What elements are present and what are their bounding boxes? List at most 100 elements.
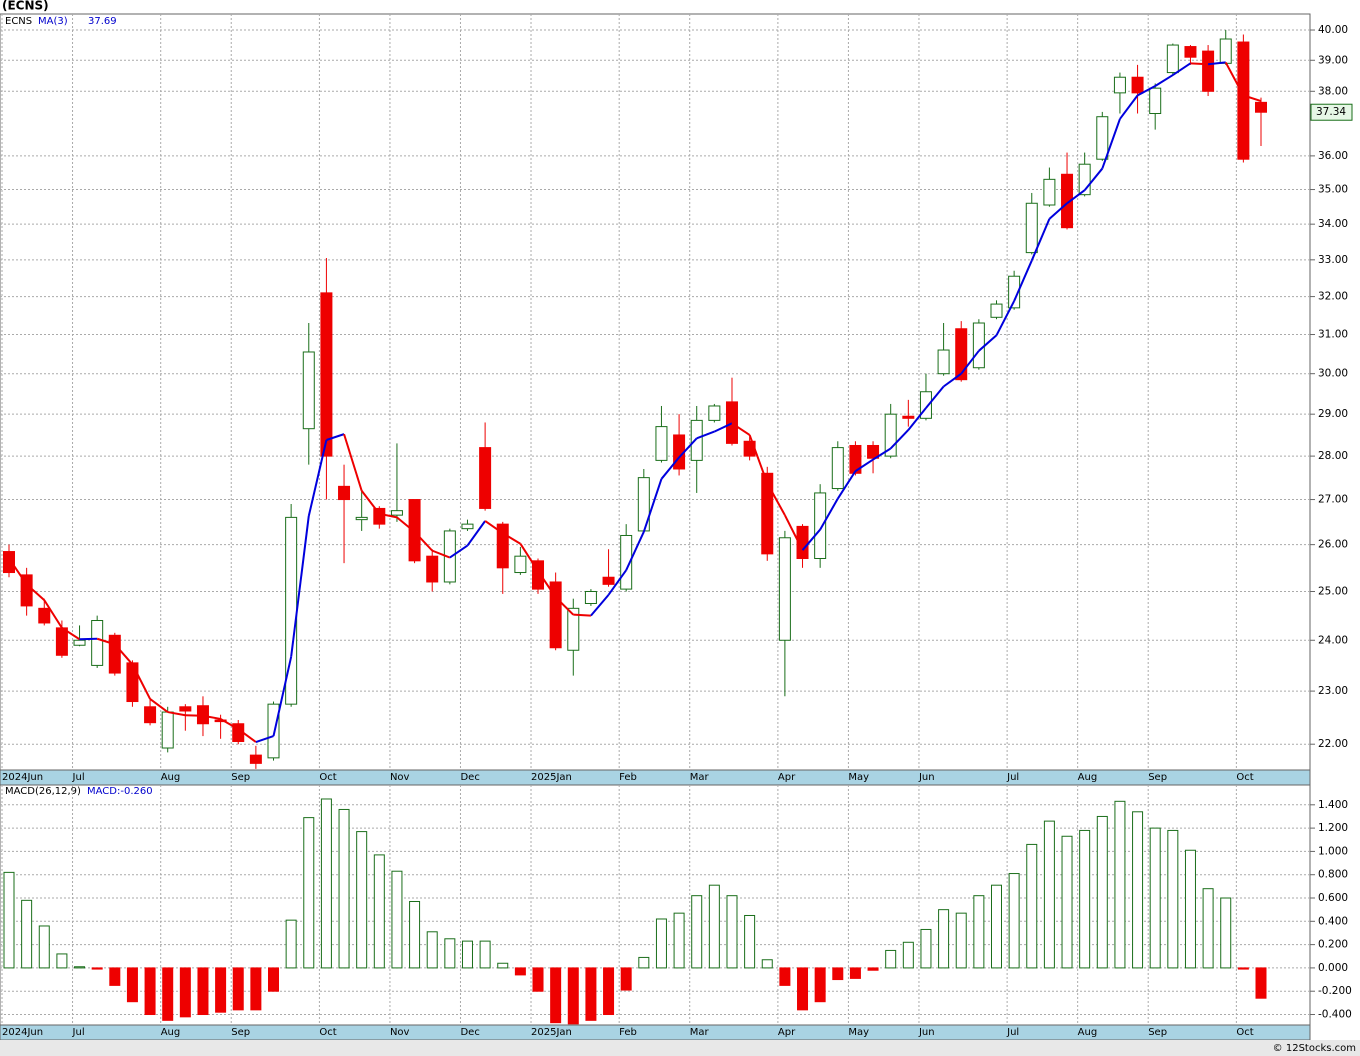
- macd-bar: [955, 912, 967, 969]
- macd-bar: [567, 967, 579, 1025]
- y-tick-label: 34.00: [1318, 218, 1348, 230]
- macd-bar: [1008, 873, 1020, 969]
- ma-line: [1048, 202, 1068, 220]
- candle-body: [1184, 46, 1197, 58]
- x-tick-label: May: [848, 772, 869, 783]
- x-tick-label: Oct: [1236, 772, 1253, 783]
- ma-line: [995, 300, 1016, 336]
- ma-line: [925, 385, 945, 409]
- ma-line: [766, 482, 786, 516]
- macd-bar: [1096, 815, 1108, 969]
- x-tick-label: Dec: [460, 772, 479, 783]
- candle-body: [814, 492, 827, 560]
- x-tick-label: Jun: [918, 772, 935, 783]
- macd-bar: [91, 967, 103, 970]
- ma-line: [502, 532, 521, 545]
- candle-body: [884, 413, 897, 457]
- price-tag: [1310, 103, 1353, 121]
- ma-line: [326, 433, 345, 441]
- ma-line: [1013, 260, 1033, 302]
- y-tick-label: 24.00: [1318, 634, 1348, 646]
- macd-bar: [1061, 835, 1073, 969]
- macd-bar: [1167, 829, 1179, 969]
- ma-line: [1101, 118, 1121, 169]
- x-tick-label: 2024Jun: [2, 1027, 43, 1038]
- macd-bar: [1132, 811, 1144, 969]
- candle-body: [302, 351, 315, 430]
- ma-line: [783, 514, 804, 551]
- ma-line: [290, 515, 310, 657]
- ma-line: [484, 520, 504, 535]
- ma-line: [1030, 218, 1051, 261]
- candle-body: [3, 551, 15, 574]
- candle-body: [179, 706, 192, 712]
- candle-body: [919, 391, 932, 419]
- ma-line: [678, 437, 698, 459]
- symbol-label: ECNS: [5, 16, 32, 27]
- candle-body: [532, 560, 545, 590]
- macd-bar: [1220, 897, 1232, 969]
- ma-line: [642, 478, 663, 533]
- ma-line: [307, 439, 328, 517]
- candle-body: [655, 426, 668, 461]
- macd-bar: [779, 967, 791, 986]
- candle-body: [355, 516, 368, 521]
- ma-line: [149, 698, 169, 713]
- ma-line: [272, 656, 293, 737]
- candle-body: [1202, 50, 1215, 92]
- ma-line: [960, 350, 980, 375]
- macd-bar: [1255, 967, 1267, 999]
- x-tick-label: May: [848, 1027, 869, 1038]
- macd-bar: [920, 928, 932, 969]
- ma-line: [943, 372, 962, 388]
- macd-bar: [179, 967, 191, 1018]
- ma-line: [607, 569, 627, 596]
- x-axis-band: [0, 1024, 1311, 1041]
- macd-bar: [38, 925, 50, 969]
- candle-body: [584, 590, 597, 604]
- candle-body: [1061, 173, 1074, 229]
- macd-bar: [990, 884, 1002, 969]
- macd-bar: [1026, 843, 1038, 969]
- candle-body: [108, 634, 121, 674]
- macd-bar: [655, 918, 667, 969]
- candle-body: [1078, 163, 1091, 196]
- x-tick-label: Sep: [1148, 772, 1167, 783]
- macd-bar: [391, 870, 403, 969]
- ma-line: [978, 334, 998, 352]
- ma-line: [519, 543, 539, 572]
- candle-body: [902, 415, 915, 419]
- ma-line: [1066, 189, 1086, 205]
- candle-body: [144, 706, 157, 724]
- candle-body: [373, 507, 386, 525]
- ma-line: [43, 599, 63, 629]
- x-tick-label: 2024Jun: [2, 772, 43, 783]
- ma-line: [854, 458, 874, 472]
- candle-body: [479, 447, 492, 509]
- macd-bar: [1079, 829, 1091, 969]
- x-tick-label: Sep: [1148, 1027, 1167, 1038]
- ma-line: [1119, 94, 1139, 120]
- candle-body: [567, 607, 580, 651]
- macd-bar: [532, 967, 544, 992]
- macd-bar: [285, 919, 297, 969]
- ma-line: [343, 433, 363, 492]
- x-tick-label: Jun: [918, 1027, 935, 1038]
- macd-bar: [797, 967, 809, 1011]
- macd-bar: [885, 949, 897, 969]
- y-tick-label: 40.00: [1318, 24, 1348, 36]
- candle-body: [1131, 76, 1144, 94]
- ma-line: [1172, 62, 1192, 76]
- x-tick-label: Oct: [319, 1027, 336, 1038]
- ma-line: [431, 549, 451, 559]
- macd-bar: [620, 967, 632, 991]
- macd-bar: [144, 967, 156, 1016]
- candle-body: [937, 349, 950, 375]
- ma-line: [573, 613, 591, 617]
- macd-bar: [356, 831, 368, 969]
- macd-bar: [550, 967, 562, 1024]
- candle-body: [831, 447, 844, 490]
- x-tick-label: Sep: [231, 1027, 250, 1038]
- macd-bar: [726, 895, 738, 969]
- candle-body: [1096, 116, 1109, 160]
